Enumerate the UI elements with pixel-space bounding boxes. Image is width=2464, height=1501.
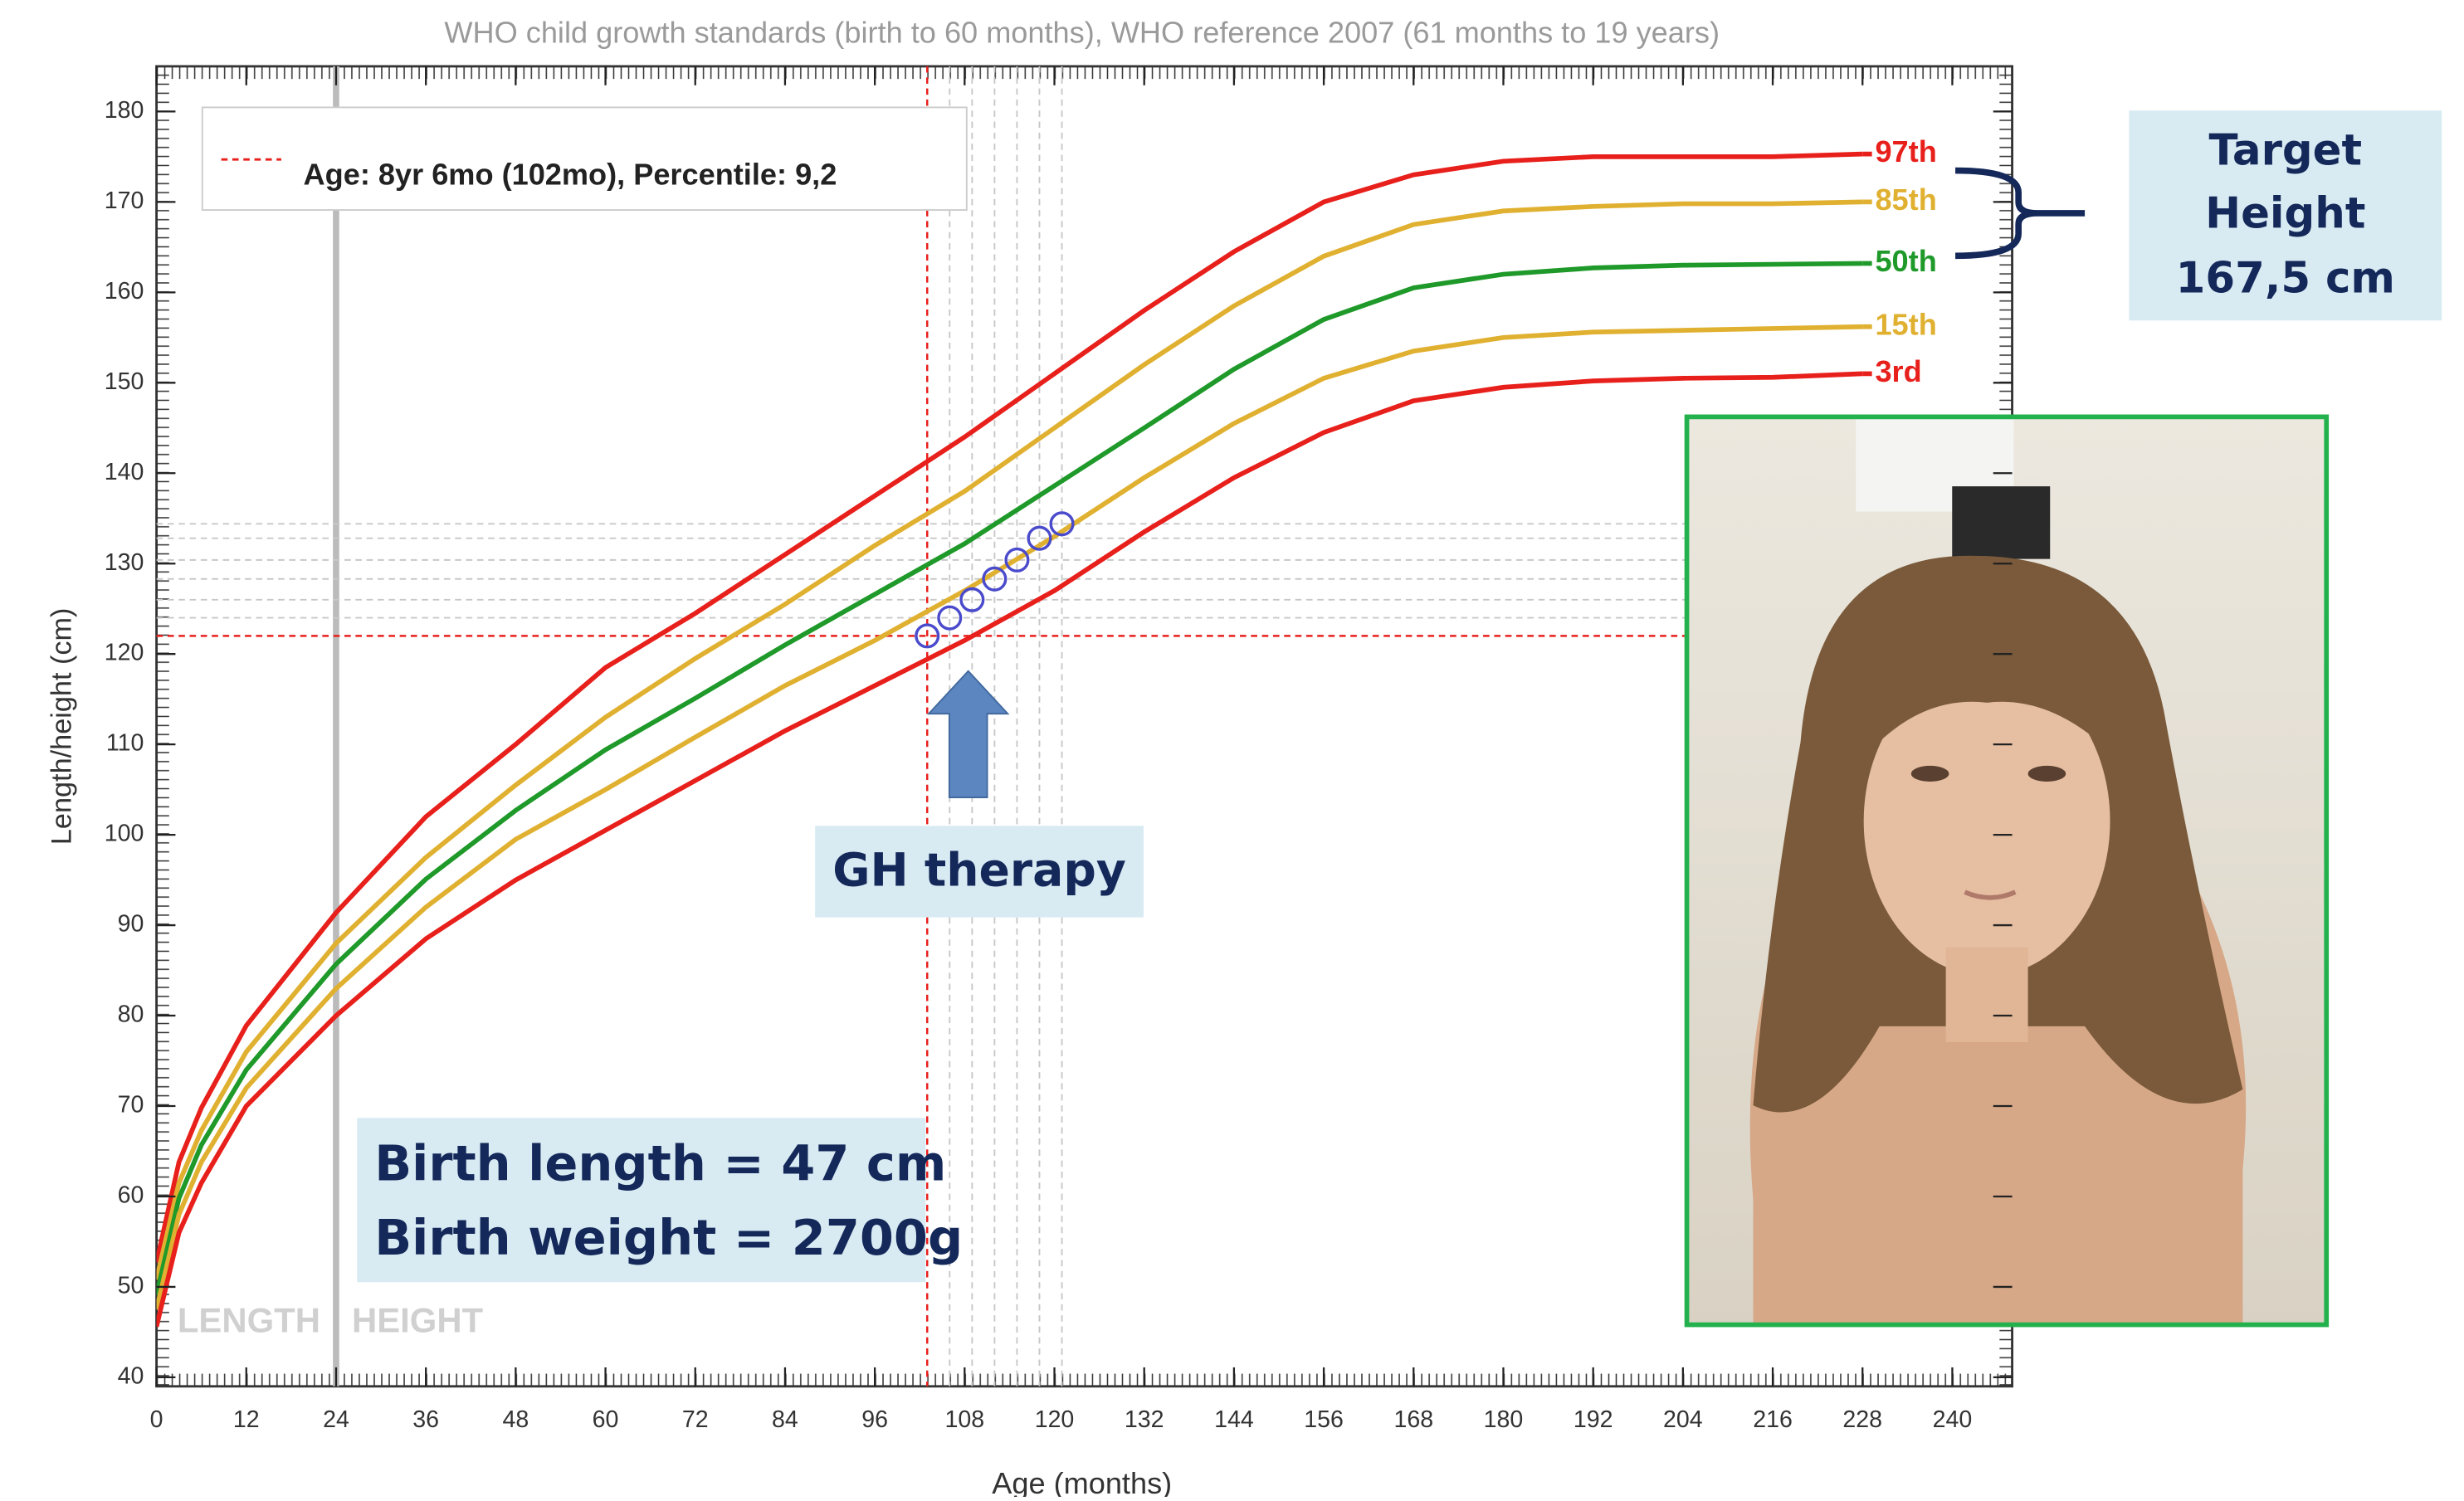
- y-tick-label: 40: [118, 1362, 144, 1389]
- x-tick-label: 12: [233, 1406, 260, 1433]
- annotation: 167,5 cm: [2176, 254, 2395, 304]
- y-tick-label: 130: [105, 549, 144, 576]
- x-tick-label: 48: [502, 1406, 529, 1433]
- zone-label: LENGTH: [178, 1301, 320, 1340]
- x-tick-label: 240: [1933, 1406, 1973, 1433]
- x-tick-label: 96: [861, 1406, 888, 1433]
- annotation: Height: [2205, 189, 2365, 239]
- x-tick-label: 72: [682, 1406, 709, 1433]
- series-label: 85th: [1875, 183, 1936, 217]
- annotation: GH therapy: [832, 844, 1126, 897]
- y-tick-label: 110: [106, 730, 144, 757]
- minor-ticks: [157, 66, 169, 1386]
- x-tick-label: 144: [1214, 1406, 1254, 1433]
- annotation: Birth weight = 2700g: [374, 1209, 963, 1266]
- y-tick-label: 150: [105, 368, 144, 395]
- x-tick-label: 168: [1393, 1406, 1433, 1433]
- series-label: 3rd: [1875, 354, 1921, 388]
- series-label: 50th: [1875, 244, 1936, 278]
- y-tick-label: 120: [105, 640, 144, 666]
- y-tick-label: 70: [118, 1092, 144, 1118]
- legend-text: Age: 8yr 6mo (102mo), Percentile: 9,2: [304, 158, 837, 192]
- series-label: 97th: [1875, 134, 1936, 168]
- y-tick-label: 160: [105, 278, 144, 305]
- x-tick-label: 120: [1035, 1406, 1075, 1433]
- minor-ticks: [157, 66, 2013, 79]
- y-tick-label: 100: [105, 821, 144, 847]
- y-axis-label: Length/height (cm): [46, 608, 77, 846]
- y-tick-label: 80: [118, 1001, 144, 1028]
- x-tick-label: 216: [1753, 1406, 1793, 1433]
- x-tick-label: 24: [323, 1406, 349, 1433]
- x-tick-label: 132: [1125, 1406, 1164, 1433]
- x-tick-label: 108: [945, 1406, 985, 1433]
- y-tick-label: 60: [118, 1182, 144, 1209]
- x-tick-label: 0: [150, 1406, 163, 1433]
- x-axis-label: Age (months): [992, 1466, 1172, 1497]
- y-tick-label: 90: [118, 911, 144, 938]
- x-tick-label: 192: [1574, 1406, 1613, 1433]
- x-tick-label: 36: [412, 1406, 439, 1433]
- y-tick-label: 140: [105, 459, 144, 485]
- series-label: 15th: [1875, 307, 1936, 341]
- annotation: Birth length = 47 cm: [374, 1134, 946, 1192]
- x-tick-label: 156: [1304, 1406, 1344, 1433]
- y-tick-label: 170: [105, 188, 144, 214]
- x-tick-label: 84: [772, 1406, 798, 1433]
- zone-label: HEIGHT: [352, 1301, 484, 1340]
- annotation: Target: [2208, 126, 2362, 176]
- chart: LENGTH HEIGHT WHO child growth standards …: [0, 0, 2464, 1497]
- patient-photo: [1687, 417, 2327, 1324]
- minor-ticks: [157, 1374, 2013, 1386]
- x-tick-label: 60: [593, 1406, 619, 1433]
- x-tick-label: 204: [1663, 1406, 1703, 1433]
- x-tick-label: 228: [1842, 1406, 1882, 1433]
- chart-title: WHO child growth standards (birth to 60 …: [444, 15, 1720, 49]
- x-tick-label: 180: [1484, 1406, 1524, 1433]
- y-tick-label: 50: [118, 1272, 144, 1299]
- y-tick-label: 180: [105, 97, 144, 124]
